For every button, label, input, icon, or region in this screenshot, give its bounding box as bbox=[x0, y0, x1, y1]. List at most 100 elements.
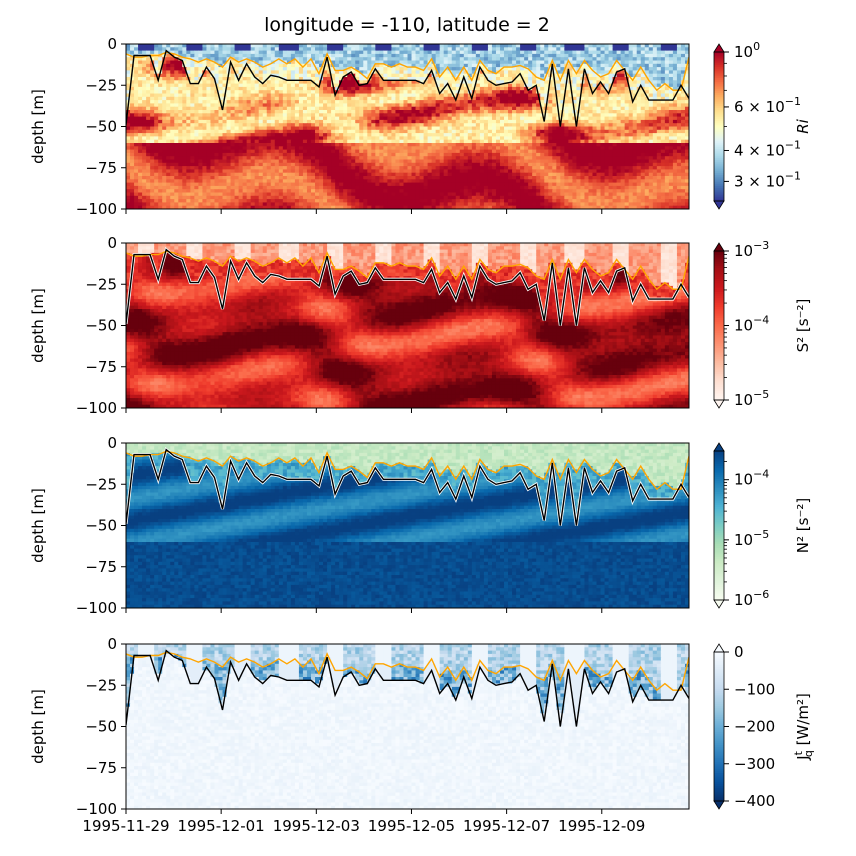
heatmap-cell bbox=[504, 73, 509, 78]
heatmap-cell bbox=[379, 139, 384, 144]
heatmap-cell bbox=[596, 96, 602, 101]
heatmap-cell bbox=[600, 119, 606, 124]
heatmap-cell bbox=[459, 70, 465, 75]
heatmap-cell bbox=[656, 77, 662, 81]
heatmap-cell bbox=[640, 126, 646, 131]
heatmap-cell bbox=[282, 149, 288, 154]
heatmap-cell bbox=[427, 57, 433, 62]
heatmap-cell bbox=[512, 93, 517, 98]
heatmap-cell bbox=[604, 50, 610, 55]
heatmap-cell bbox=[552, 70, 557, 75]
heatmap-cell bbox=[411, 77, 417, 81]
heatmap-cell bbox=[600, 100, 606, 104]
heatmap-cell bbox=[455, 143, 461, 147]
heatmap-cell bbox=[310, 146, 316, 151]
heatmap-cell bbox=[660, 57, 666, 62]
heatmap-cell bbox=[302, 139, 308, 144]
heatmap-cell bbox=[335, 100, 340, 104]
heatmap-cell bbox=[298, 67, 304, 71]
heatmap-cell bbox=[298, 152, 304, 157]
heatmap-cell bbox=[198, 136, 204, 141]
heatmap-cell bbox=[524, 136, 529, 141]
heatmap-cell bbox=[632, 129, 638, 134]
heatmap-cell bbox=[672, 152, 678, 157]
heatmap-cell bbox=[371, 67, 376, 71]
heatmap-cell bbox=[286, 119, 292, 124]
heatmap-cell bbox=[664, 86, 670, 91]
heatmap-cell bbox=[508, 136, 513, 141]
heatmap-cell bbox=[210, 93, 216, 98]
heatmap-cell bbox=[632, 80, 638, 85]
heatmap-cell bbox=[435, 106, 441, 111]
heatmap-cell bbox=[395, 113, 401, 118]
heatmap-cell bbox=[166, 70, 171, 75]
heatmap-cell bbox=[214, 53, 220, 58]
heatmap-cell bbox=[371, 149, 376, 154]
heatmap-cell bbox=[138, 44, 143, 48]
heatmap-cell bbox=[588, 63, 594, 68]
heatmap-cell bbox=[134, 126, 139, 131]
heatmap-cell bbox=[234, 136, 240, 141]
heatmap-cell bbox=[206, 136, 212, 141]
heatmap-cell bbox=[672, 50, 678, 55]
heatmap-cell bbox=[419, 123, 425, 128]
heatmap-cell bbox=[524, 73, 529, 78]
heatmap-cell bbox=[158, 96, 163, 101]
heatmap-cell bbox=[126, 133, 131, 137]
heatmap-cell bbox=[616, 149, 622, 154]
heatmap-cell bbox=[560, 86, 565, 91]
heatmap-cell bbox=[242, 106, 248, 111]
heatmap-cell bbox=[387, 73, 393, 78]
heatmap-cell bbox=[576, 100, 582, 104]
heatmap-cell bbox=[278, 119, 284, 124]
heatmap-cell bbox=[266, 100, 272, 104]
heatmap-cell bbox=[648, 156, 654, 161]
heatmap-cell bbox=[592, 110, 598, 114]
heatmap-cell bbox=[536, 44, 541, 48]
heatmap-cell bbox=[218, 129, 224, 134]
heatmap-cell bbox=[403, 136, 409, 141]
heatmap-cell bbox=[532, 86, 537, 91]
heatmap-cell bbox=[443, 47, 449, 52]
heatmap-cell bbox=[146, 47, 151, 52]
heatmap-cell bbox=[592, 53, 598, 58]
heatmap-cell bbox=[680, 139, 686, 144]
heatmap-cell bbox=[604, 110, 610, 114]
heatmap-cell bbox=[600, 113, 606, 118]
heatmap-cell bbox=[568, 126, 573, 131]
heatmap-cell bbox=[636, 113, 642, 118]
heatmap-cell bbox=[142, 152, 147, 157]
heatmap-cell bbox=[479, 83, 485, 88]
heatmap-cell bbox=[491, 113, 497, 118]
heatmap-cell bbox=[491, 143, 497, 147]
heatmap-cell bbox=[580, 119, 586, 124]
heatmap-cell bbox=[294, 123, 300, 128]
heatmap-cell bbox=[399, 93, 405, 98]
heatmap-cell bbox=[387, 47, 393, 52]
heatmap-cell bbox=[459, 73, 465, 78]
heatmap-cell bbox=[568, 110, 573, 114]
heatmap-cell bbox=[620, 53, 626, 58]
heatmap-cell bbox=[282, 159, 288, 164]
heatmap-cell bbox=[306, 139, 312, 144]
heatmap-cell bbox=[652, 146, 658, 151]
heatmap-cell bbox=[274, 77, 280, 81]
heatmap-cell bbox=[286, 90, 292, 95]
heatmap-cell bbox=[371, 53, 376, 58]
heatmap-cell bbox=[150, 63, 155, 68]
heatmap-cell bbox=[499, 80, 505, 85]
heatmap-cell bbox=[294, 116, 300, 121]
heatmap-cell bbox=[459, 90, 465, 95]
heatmap-cell bbox=[552, 136, 557, 141]
heatmap-cell bbox=[499, 60, 505, 65]
heatmap-cell bbox=[532, 70, 537, 75]
heatmap-cell bbox=[471, 149, 477, 154]
heatmap-cell bbox=[242, 50, 248, 55]
heatmap-cell bbox=[544, 133, 549, 137]
heatmap-cell bbox=[258, 100, 264, 104]
heatmap-cell bbox=[544, 123, 549, 128]
heatmap-cell bbox=[467, 100, 473, 104]
heatmap-cell bbox=[504, 80, 509, 85]
heatmap-cell bbox=[126, 126, 131, 131]
heatmap-cell bbox=[367, 60, 372, 65]
